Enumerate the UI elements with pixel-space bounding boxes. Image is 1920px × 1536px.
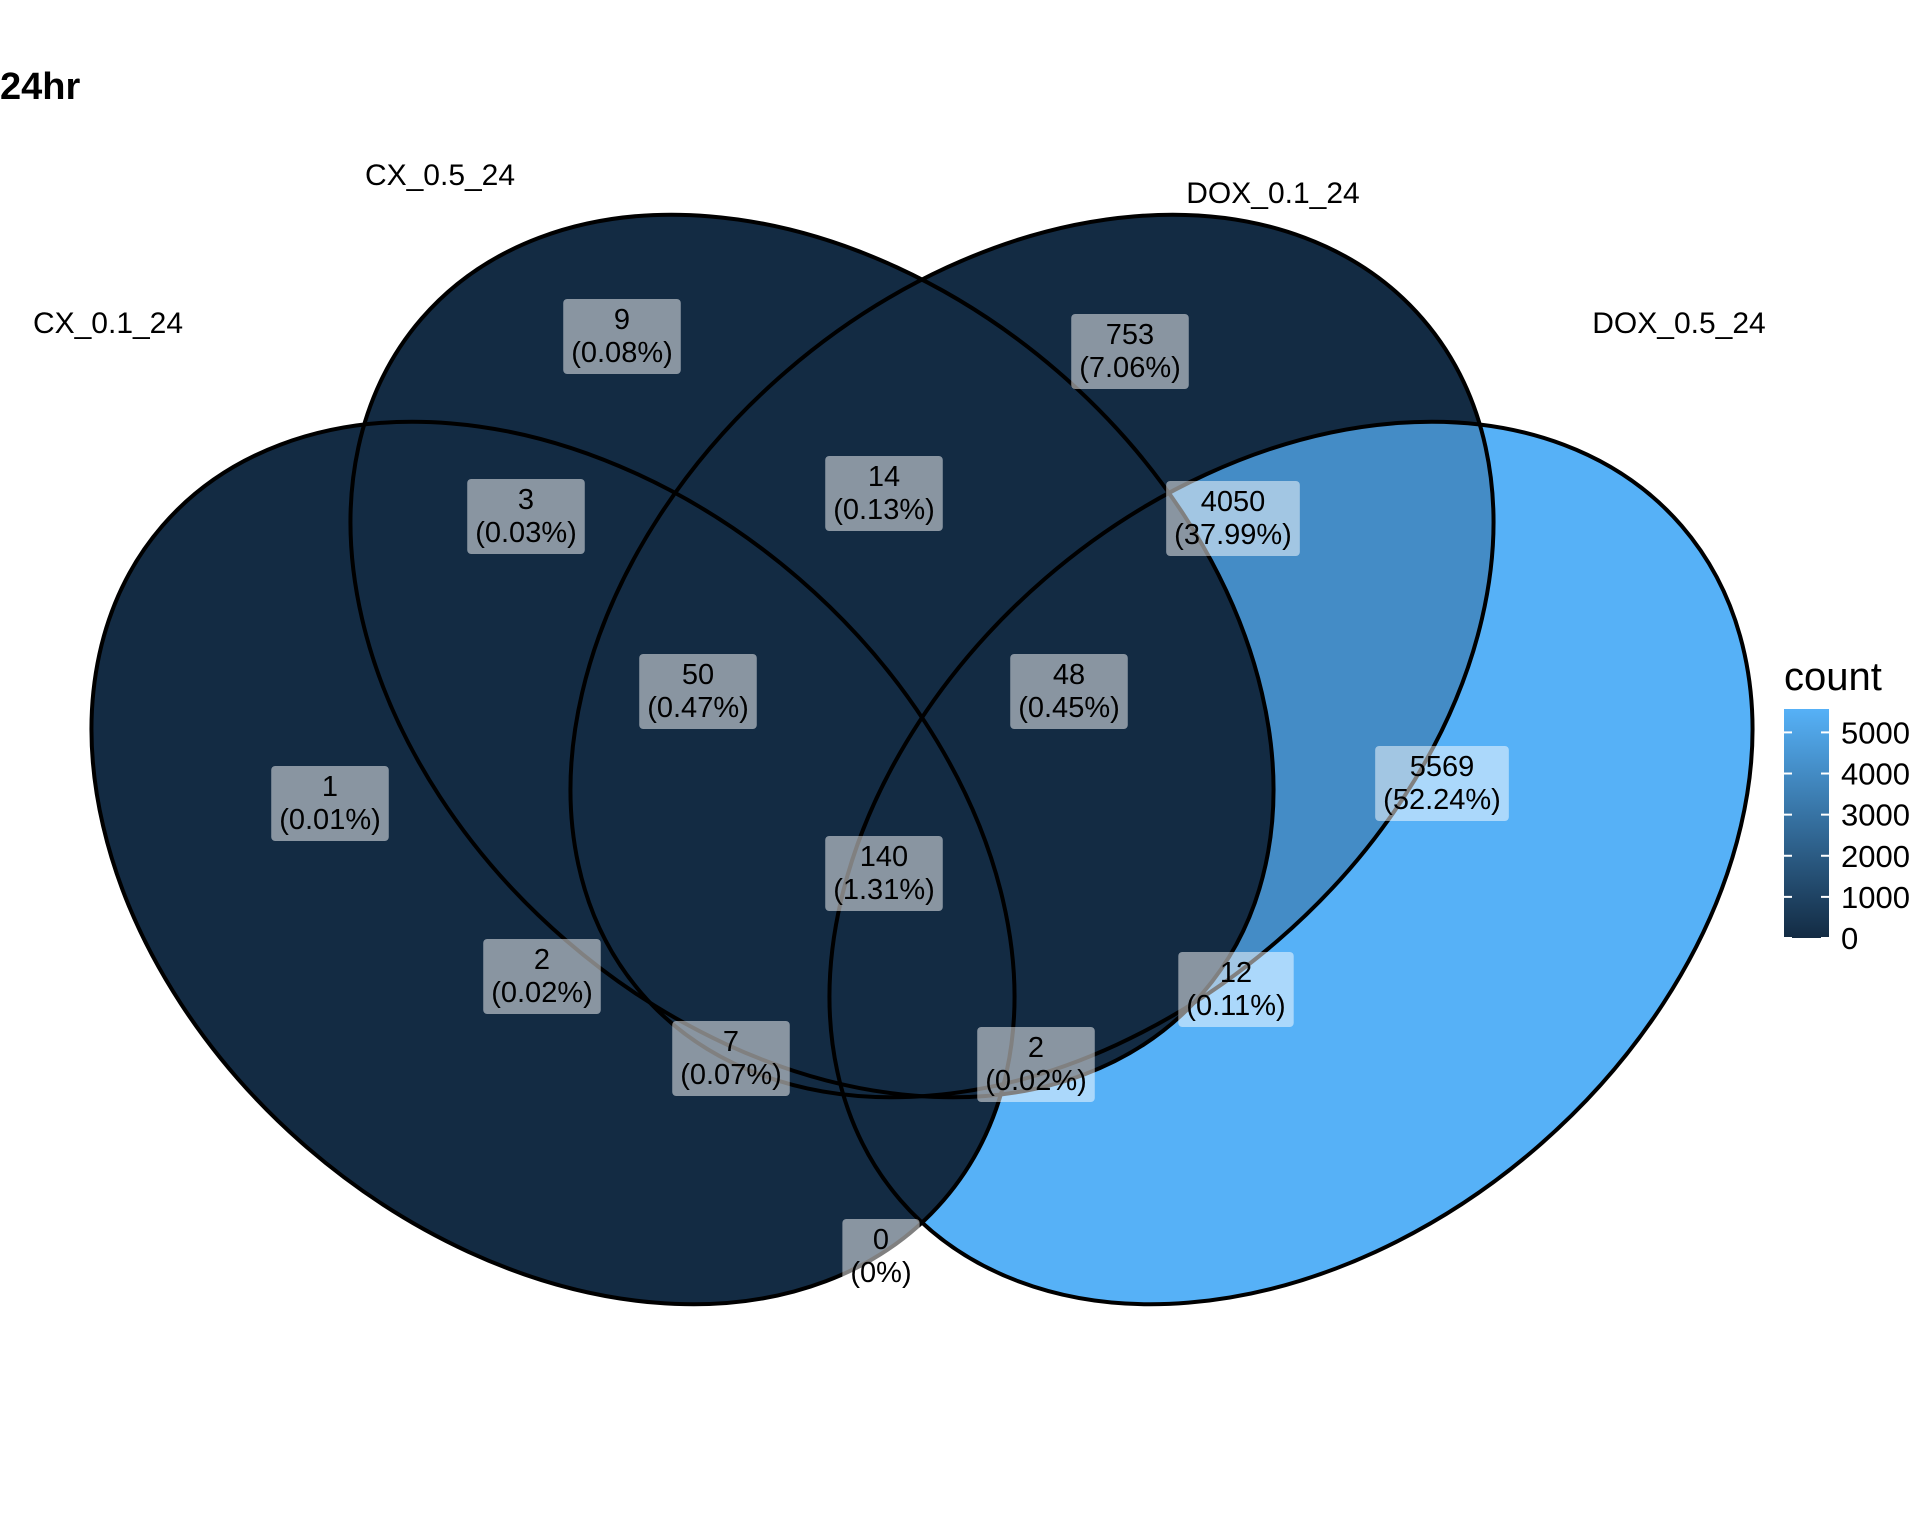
region-label: 140(1.31%): [825, 836, 943, 911]
region-count: 753: [1106, 319, 1154, 351]
region-label: 5569(52.24%): [1375, 746, 1509, 821]
region-percent: (1.31%): [833, 874, 935, 906]
region-percent: (0.13%): [833, 494, 935, 526]
legend-tick-label: 3000: [1841, 798, 1910, 833]
region-label: 50(0.47%): [639, 654, 757, 729]
region-count: 14: [868, 461, 900, 493]
region-label-box: [563, 299, 681, 374]
region-percent: (0.45%): [1018, 692, 1120, 724]
region-label: 3(0.03%): [467, 479, 585, 554]
region-count: 2: [1028, 1032, 1044, 1064]
set-outline-cx01: [89, 419, 1017, 1307]
region-label: 2(0.02%): [977, 1027, 1095, 1102]
region-count: 50: [682, 659, 714, 691]
region-label-box: [1071, 314, 1189, 389]
region-label-box: [1010, 654, 1128, 729]
region-label-box: [271, 766, 389, 841]
region-label-box: [825, 456, 943, 531]
legend-tick-label: 5000: [1841, 715, 1910, 750]
region-count: 140: [860, 841, 908, 873]
region-label: 48(0.45%): [1010, 654, 1128, 729]
chart-title: 24hr: [0, 66, 80, 108]
legend-tick-label: 2000: [1841, 839, 1910, 874]
region-label: 7(0.07%): [672, 1021, 790, 1096]
region-count: 2: [534, 944, 550, 976]
legend-ticks: 5000 4000 3000 2000 1000 0: [1784, 715, 1910, 956]
region-percent: (0.02%): [985, 1065, 1087, 1097]
region-label-box: [483, 939, 601, 1014]
region-percent: (0.01%): [279, 804, 381, 836]
region-count: 0: [873, 1224, 889, 1256]
set-outline-dox01: [568, 212, 1496, 1100]
region-label: 0(0%): [842, 1219, 920, 1294]
set-outline-dox05: [827, 419, 1755, 1307]
legend-tick-label: 4000: [1841, 757, 1910, 792]
region-count: 48: [1053, 659, 1085, 691]
color-legend: count 5000 4000 3000 2000 1000 0: [1784, 655, 1910, 956]
region-labels: 9(0.08%)753(7.06%)3(0.03%)14(0.13%) 4050(…: [271, 299, 1509, 1294]
set-label-dox01: DOX_0.1_24: [1186, 177, 1359, 210]
region-label-box: [467, 479, 585, 554]
region-percent: (0.11%): [1186, 990, 1285, 1022]
region-count: 4050: [1201, 486, 1266, 518]
set-label-cx01: CX_0.1_24: [33, 307, 183, 340]
region-count: 3: [518, 484, 534, 516]
region-label: 1(0.01%): [271, 766, 389, 841]
region-label: 12(0.11%): [1178, 952, 1294, 1027]
legend-tick-label: 0: [1841, 921, 1858, 956]
region-count: 7: [723, 1026, 739, 1058]
region-label: 4050(37.99%): [1166, 481, 1300, 556]
region-percent: (0.03%): [475, 517, 577, 549]
region-percent: (0.08%): [571, 337, 673, 369]
region-percent: (52.24%): [1383, 784, 1501, 816]
region-label: 9(0.08%): [563, 299, 681, 374]
region-percent: (0.47%): [647, 692, 749, 724]
region-percent: (0.07%): [680, 1059, 782, 1091]
region-label: 2(0.02%): [483, 939, 601, 1014]
region-label-box: [1375, 746, 1509, 821]
region-count: 1: [322, 771, 338, 803]
region-percent: (7.06%): [1079, 352, 1181, 384]
set-labels: CX_0.1_24 CX_0.5_24 DOX_0.1_24 DOX_0.5_2…: [33, 159, 1766, 340]
legend-colorbar: [1784, 709, 1829, 938]
region-label-box: [672, 1021, 790, 1096]
legend-tick-label: 1000: [1841, 880, 1910, 915]
region-percent: (0%): [850, 1257, 911, 1289]
region-percent: (37.99%): [1174, 519, 1292, 551]
region-label-box: [1166, 481, 1300, 556]
region-label-box: [842, 1219, 920, 1294]
region-label-box: [977, 1027, 1095, 1102]
region-label-box: [639, 654, 757, 729]
region-count: 5569: [1410, 751, 1475, 783]
region-percent: (0.02%): [491, 977, 593, 1009]
region-count: 9: [614, 304, 630, 336]
region-label: 753(7.06%): [1071, 314, 1189, 389]
region-label-box: [825, 836, 943, 911]
set-label-cx05: CX_0.5_24: [365, 159, 515, 192]
region-count: 12: [1220, 957, 1252, 989]
legend-title: count: [1784, 655, 1882, 699]
region-label: 14(0.13%): [825, 456, 943, 531]
set-label-dox05: DOX_0.5_24: [1592, 307, 1765, 340]
region-label-box: [1178, 952, 1294, 1027]
